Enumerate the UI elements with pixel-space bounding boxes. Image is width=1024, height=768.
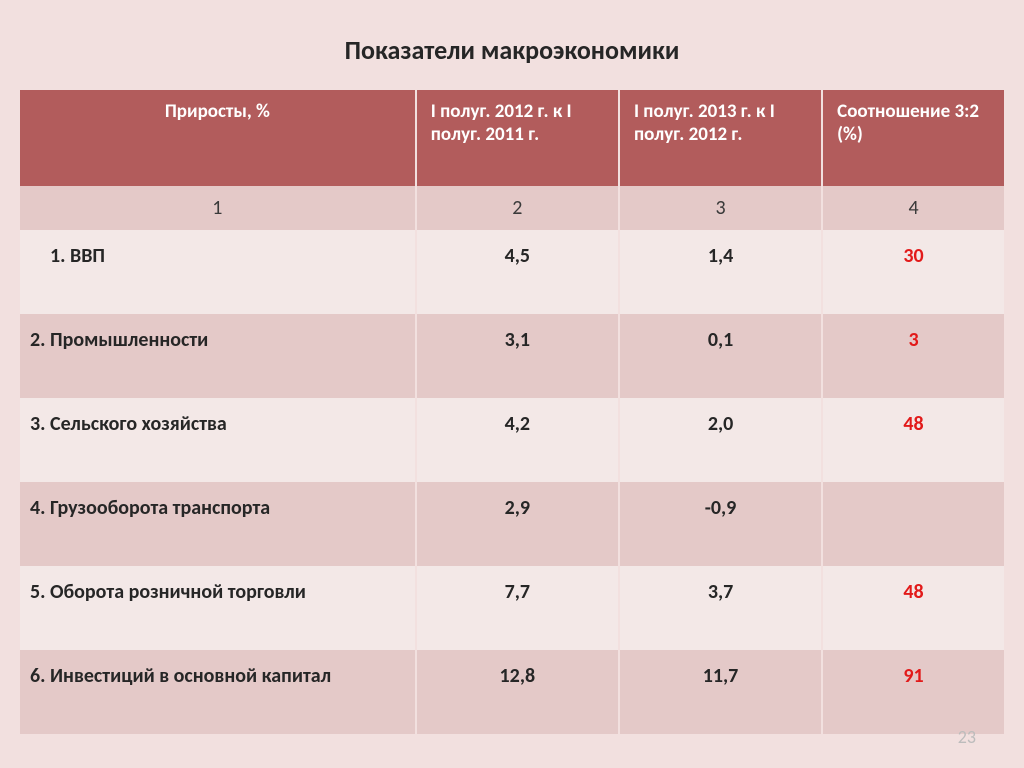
table-row: 1. ВВП 4,5 1,4 30 <box>20 230 1004 314</box>
row-val-c3: 3,7 <box>619 566 822 650</box>
row-label: 5. Оборота розничной торговли <box>20 566 416 650</box>
row-label: 1. ВВП <box>20 230 416 314</box>
table-row: 2. Промышленности 3,1 0,1 3 <box>20 314 1004 398</box>
slide-title: Показатели макроэкономики <box>20 34 1004 66</box>
row-val-c2: 4,5 <box>416 230 619 314</box>
table-row: 3. Сельского хозяйства 4,2 2,0 48 <box>20 398 1004 482</box>
row-val-c4: 3 <box>822 314 1004 398</box>
row-val-c3: 0,1 <box>619 314 822 398</box>
row-val-c3: 2,0 <box>619 398 822 482</box>
table-header-row: Приросты, % I полуг. 2012 г. к I полуг. … <box>20 90 1004 186</box>
page-number: 23 <box>958 726 976 748</box>
table-row: 6. Инвестиций в основной капитал 12,8 11… <box>20 650 1004 734</box>
row-label: 2. Промышленности <box>20 314 416 398</box>
slide: Показатели макроэкономики Приросты, % I … <box>0 0 1024 768</box>
row-val-c4: 48 <box>822 566 1004 650</box>
row-val-c2: 3,1 <box>416 314 619 398</box>
header-col-4: Соотношение 3:2 (%) <box>822 90 1004 186</box>
row-val-c2: 2,9 <box>416 482 619 566</box>
header-col-2: I полуг. 2012 г. к I полуг. 2011 г. <box>416 90 619 186</box>
row-val-c4: 48 <box>822 398 1004 482</box>
row-label: 4. Грузооборота транспорта <box>20 482 416 566</box>
row-val-c2: 4,2 <box>416 398 619 482</box>
row-val-c3: -0,9 <box>619 482 822 566</box>
row-val-c4: 91 <box>822 650 1004 734</box>
row-val-c2: 7,7 <box>416 566 619 650</box>
colnum-4: 4 <box>822 186 1004 230</box>
macro-table: Приросты, % I полуг. 2012 г. к I полуг. … <box>20 90 1004 734</box>
header-col-3: I полуг. 2013 г. к I полуг. 2012 г. <box>619 90 822 186</box>
colnum-2: 2 <box>416 186 619 230</box>
row-val-c2: 12,8 <box>416 650 619 734</box>
table-row: 5. Оборота розничной торговли 7,7 3,7 48 <box>20 566 1004 650</box>
row-val-c3: 1,4 <box>619 230 822 314</box>
colnum-3: 3 <box>619 186 822 230</box>
row-val-c4: 30 <box>822 230 1004 314</box>
colnum-1: 1 <box>20 186 416 230</box>
table-row: 4. Грузооборота транспорта 2,9 -0,9 <box>20 482 1004 566</box>
row-val-c3: 11,7 <box>619 650 822 734</box>
header-col-1: Приросты, % <box>20 90 416 186</box>
row-label: 3. Сельского хозяйства <box>20 398 416 482</box>
row-val-c4 <box>822 482 1004 566</box>
row-label: 6. Инвестиций в основной капитал <box>20 650 416 734</box>
column-number-row: 1 2 3 4 <box>20 186 1004 230</box>
